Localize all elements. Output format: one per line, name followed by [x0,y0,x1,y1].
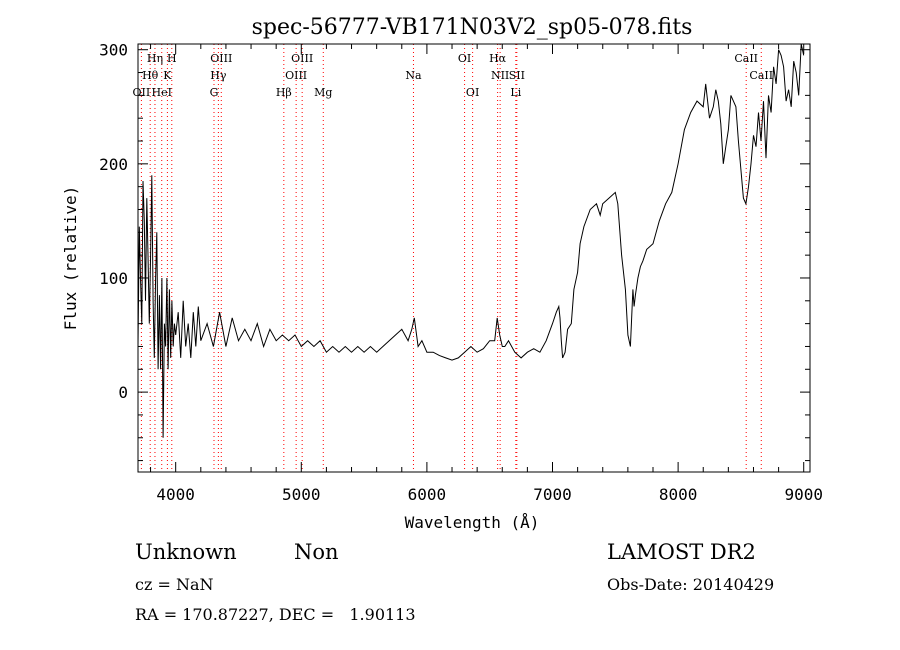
y-axis-label: Flux (relative) [61,186,80,331]
redshift-cz: cz = NaN [135,575,214,594]
plot-frame [137,43,811,473]
spectral-class: Unknown [135,540,237,564]
line-label-7: Hγ [210,69,227,82]
coordinates: RA = 170.87227, DEC = 1.90113 [135,605,416,624]
x-tick-label-4: 8000 [659,485,698,504]
line-label-12: Mg [314,86,332,99]
line-label-4: OII [133,86,151,99]
y-tick-label-3: 300 [99,41,128,60]
line-label-21: CaII [749,69,773,82]
line-label-6: OIII [210,52,232,65]
line-label-10: OIII [285,69,307,82]
line-label-13: Na [405,69,422,82]
line-label-9: OIII [291,52,313,65]
observation-date: Obs-Date: 20140429 [607,575,775,594]
line-label-15: OI [466,86,479,99]
line-label-3: K [163,69,172,82]
line-label-11: Hβ [276,86,292,99]
y-tick-label-1: 100 [99,269,128,288]
line-label-17: NII [491,69,509,82]
y-tick-label-2: 200 [99,155,128,174]
chart-title: spec-56777-VB171N03V2_sp05-078.fits [252,15,693,40]
line-label-14: OI [458,52,471,65]
x-tick-label-3: 7000 [533,485,572,504]
line-label-0: Hη [147,52,163,65]
line-label-2: Hθ [142,69,159,82]
line-label-20: CaII [734,52,758,65]
x-axis-label: Wavelength (Å) [405,513,540,532]
line-label-5: HeI [152,86,172,99]
x-tick-label-5: 9000 [784,485,823,504]
x-tick-label-2: 6000 [408,485,447,504]
line-label-1: H [167,52,177,65]
line-label-19: Li [510,86,521,99]
x-tick-label-0: 4000 [156,485,195,504]
line-label-16: Hα [489,52,507,65]
line-label-8: G [210,86,219,99]
x-tick-label-1: 5000 [282,485,321,504]
spectral-subclass: Non [294,540,339,564]
line-label-18: SII [509,69,525,82]
survey-name: LAMOST DR2 [607,540,756,564]
y-tick-label-0: 0 [118,383,128,402]
spectrum-line [137,43,805,438]
